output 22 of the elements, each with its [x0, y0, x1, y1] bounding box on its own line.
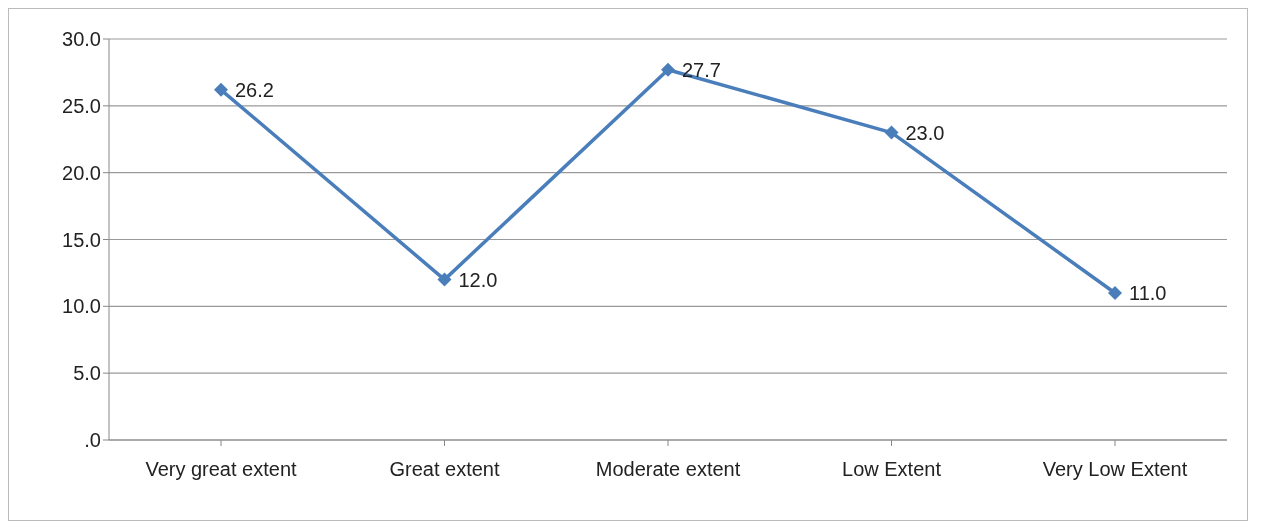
- point: [214, 82, 228, 97]
- data-label: 11.0: [1129, 281, 1167, 304]
- x-tick-label: Great extent: [389, 458, 500, 481]
- point: [1108, 285, 1122, 300]
- point: [437, 272, 452, 287]
- y-tick-label: 10.0: [62, 295, 101, 318]
- y-tick-label: 5.0: [73, 362, 101, 385]
- y-tick-label: .0: [84, 429, 101, 452]
- x-tick-label: Low Extent: [842, 458, 942, 481]
- point: [884, 125, 899, 140]
- data-label: 23.0: [905, 121, 945, 144]
- y-tick-label: 30.0: [62, 28, 101, 51]
- y-tick-label: 25.0: [62, 94, 101, 117]
- data-label: 26.2: [235, 78, 274, 101]
- x-tick-label: Moderate extent: [595, 458, 741, 481]
- x-tick-label: Very Low Extent: [1042, 458, 1188, 481]
- data-label: 27.7: [682, 58, 721, 81]
- point: [661, 62, 675, 77]
- x-tick-label: Very great extent: [145, 458, 298, 481]
- y-tick-label: 20.0: [62, 161, 101, 184]
- data-label: 12.0: [458, 268, 498, 291]
- y-tick-label: 15.0: [62, 228, 101, 251]
